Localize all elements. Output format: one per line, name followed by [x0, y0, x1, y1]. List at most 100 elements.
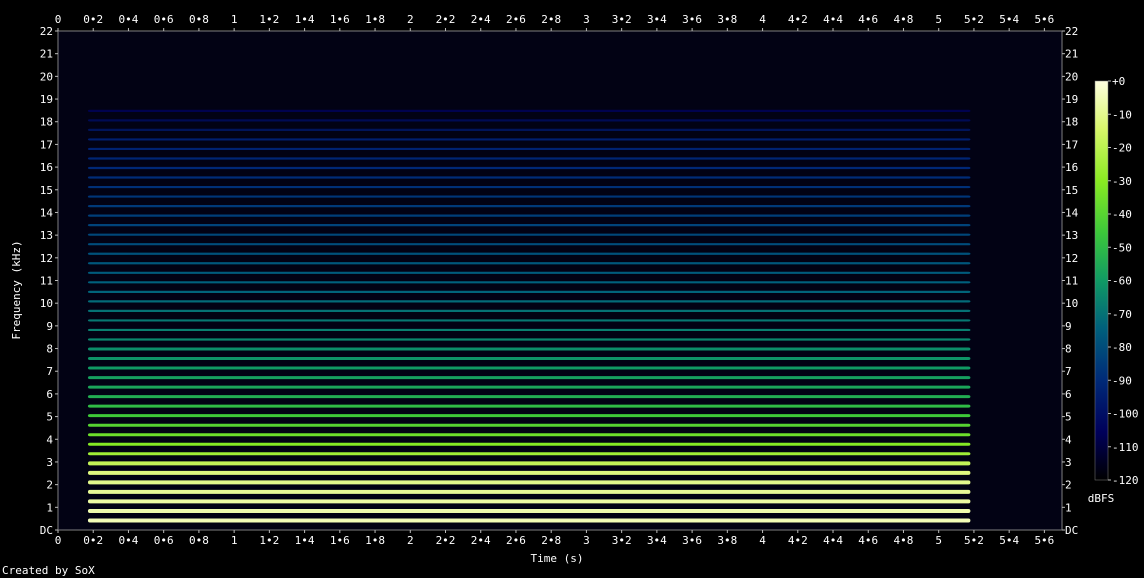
harmonic-band: [87, 214, 971, 217]
x-tick-label-bottom: 1•2: [259, 534, 279, 547]
y-tick-label-left: 11: [40, 275, 53, 288]
x-tick-label-top: 0: [55, 13, 62, 26]
harmonic-band: [87, 376, 971, 380]
y-tick-label-left: 16: [40, 161, 53, 174]
y-tick-label-right: 17: [1065, 138, 1078, 151]
harmonic-band: [87, 385, 971, 389]
x-tick-label-top: 2•6: [506, 13, 526, 26]
x-tick-label-bottom: 0•4: [119, 534, 139, 547]
y-tick-label-left: 9: [46, 320, 53, 333]
harmonic-band: [87, 147, 971, 151]
x-tick-label-bottom: 4•6: [858, 534, 878, 547]
y-tick-label-right: 18: [1065, 116, 1078, 129]
harmonic-band: [87, 499, 971, 504]
y-tick-label-right: 3: [1065, 456, 1072, 469]
harmonic-band: [87, 138, 971, 141]
y-tick-label-left: 13: [40, 229, 53, 242]
x-tick-label-bottom: 1•6: [330, 534, 350, 547]
colorbar-tick-label: -100: [1112, 408, 1139, 421]
y-tick-label-left: 10: [40, 297, 53, 310]
harmonic-band: [87, 433, 971, 437]
x-tick-label-bottom: 1•4: [295, 534, 315, 547]
colorbar-tick-label: -20: [1112, 142, 1132, 155]
y-tick-label-right: 1: [1065, 501, 1072, 514]
y-tick-label-left: 1: [46, 501, 53, 514]
harmonic-band: [87, 166, 971, 170]
colorbar: [1094, 80, 1109, 481]
x-tick-label-top: 3•4: [647, 13, 667, 26]
y-tick-label-right: 11: [1065, 275, 1078, 288]
harmonic-band: [87, 489, 971, 494]
harmonic-band: [87, 109, 971, 112]
y-tick-label-left: 8: [46, 343, 53, 356]
y-tick-label-right: 7: [1065, 365, 1072, 378]
x-tick-label-top: 4•6: [858, 13, 878, 26]
x-tick-label-top: 4•4: [823, 13, 843, 26]
x-tick-label-bottom: 0•8: [189, 534, 209, 547]
x-tick-label-bottom: 5•4: [999, 534, 1019, 547]
y-tick-label-left: 7: [46, 365, 53, 378]
y-tick-label-left: 6: [46, 388, 53, 401]
harmonic-band: [87, 128, 971, 131]
y-tick-label-right: 9: [1065, 320, 1072, 333]
x-axis-top: 0 0•2 0•4 0•6 0•8 1 1•2 1•4 1•6 1•8 2 2•2 2•4 2•6 2•8 3…: [55, 13, 1054, 31]
x-tick-label-top: 4•8: [894, 13, 914, 26]
x-tick-label-top: 4•2: [788, 13, 808, 26]
harmonic-band: [87, 233, 971, 236]
x-tick-label-top: 2•4: [471, 13, 491, 26]
harmonic-band: [87, 338, 971, 341]
y-tick-label-left: 14: [40, 206, 54, 219]
x-axis-label: Time (s): [531, 552, 584, 565]
colorbar-tick-label: -50: [1112, 241, 1132, 254]
noise-floor: [58, 31, 1062, 530]
y-tick-label-right: 8: [1065, 343, 1072, 356]
credit-text: Created by SoX: [2, 564, 95, 577]
colorbar-ticks: +0 -10 -20 -30 -40 -50 -60 -70 -80 -90 -100 -110 -12…: [1108, 75, 1139, 487]
colorbar-tick-label: -80: [1112, 341, 1132, 354]
x-tick-label-top: 2•2: [436, 13, 456, 26]
x-tick-label-top: 2•8: [541, 13, 561, 26]
x-tick-label-top: 3: [583, 13, 590, 26]
harmonic-band: [87, 414, 971, 418]
y-tick-label-right: 13: [1065, 229, 1078, 242]
harmonic-band: [87, 271, 971, 274]
x-tick-label-bottom: 2•4: [471, 534, 491, 547]
x-tick-label-bottom: 3: [583, 534, 590, 547]
harmonic-band: [87, 309, 971, 312]
y-tick-label-right: 2: [1065, 479, 1072, 492]
y-tick-label-right: 5: [1065, 411, 1072, 424]
x-tick-label-bottom: 0•2: [83, 534, 103, 547]
y-tick-label-left: 2: [46, 479, 53, 492]
harmonic-band: [87, 262, 971, 265]
x-axis-bottom: 0 0•2 0•4 0•6 0•8 1 1•2 1•4 1•6 1•8 2 2•2 2•4 2•6 2•8 3…: [55, 530, 1054, 547]
x-tick-label-bottom: 2•6: [506, 534, 526, 547]
x-tick-label-top: 1•8: [365, 13, 385, 26]
harmonic-band: [87, 157, 971, 160]
x-tick-label-bottom: 1•8: [365, 534, 385, 547]
harmonic-band: [87, 452, 971, 456]
y-tick-label-right: 6: [1065, 388, 1072, 401]
x-tick-label-top: 1•2: [259, 13, 279, 26]
harmonic-band: [87, 224, 971, 227]
x-tick-label-bottom: 2•2: [436, 534, 456, 547]
x-tick-label-top: 3•8: [717, 13, 737, 26]
y-tick-label-left: 20: [40, 70, 53, 83]
harmonic-band: [87, 328, 971, 332]
x-tick-label-top: 0•8: [189, 13, 209, 26]
harmonic-band: [87, 470, 971, 475]
harmonic-band: [87, 119, 971, 122]
x-tick-label-bottom: 4: [759, 534, 766, 547]
colorbar-tick-label: -90: [1112, 374, 1132, 387]
harmonic-band: [87, 195, 971, 198]
x-tick-label-bottom: 2•8: [541, 534, 561, 547]
y-tick-label-right: 15: [1065, 184, 1078, 197]
x-tick-label-bottom: 1: [231, 534, 238, 547]
y-tick-label-right: 14: [1065, 206, 1079, 219]
x-tick-label-bottom: 3•4: [647, 534, 667, 547]
y-tick-label-right: 16: [1065, 161, 1078, 174]
harmonic-band: [87, 281, 971, 284]
x-tick-label-top: 1•4: [295, 13, 315, 26]
harmonic-band: [87, 300, 971, 303]
